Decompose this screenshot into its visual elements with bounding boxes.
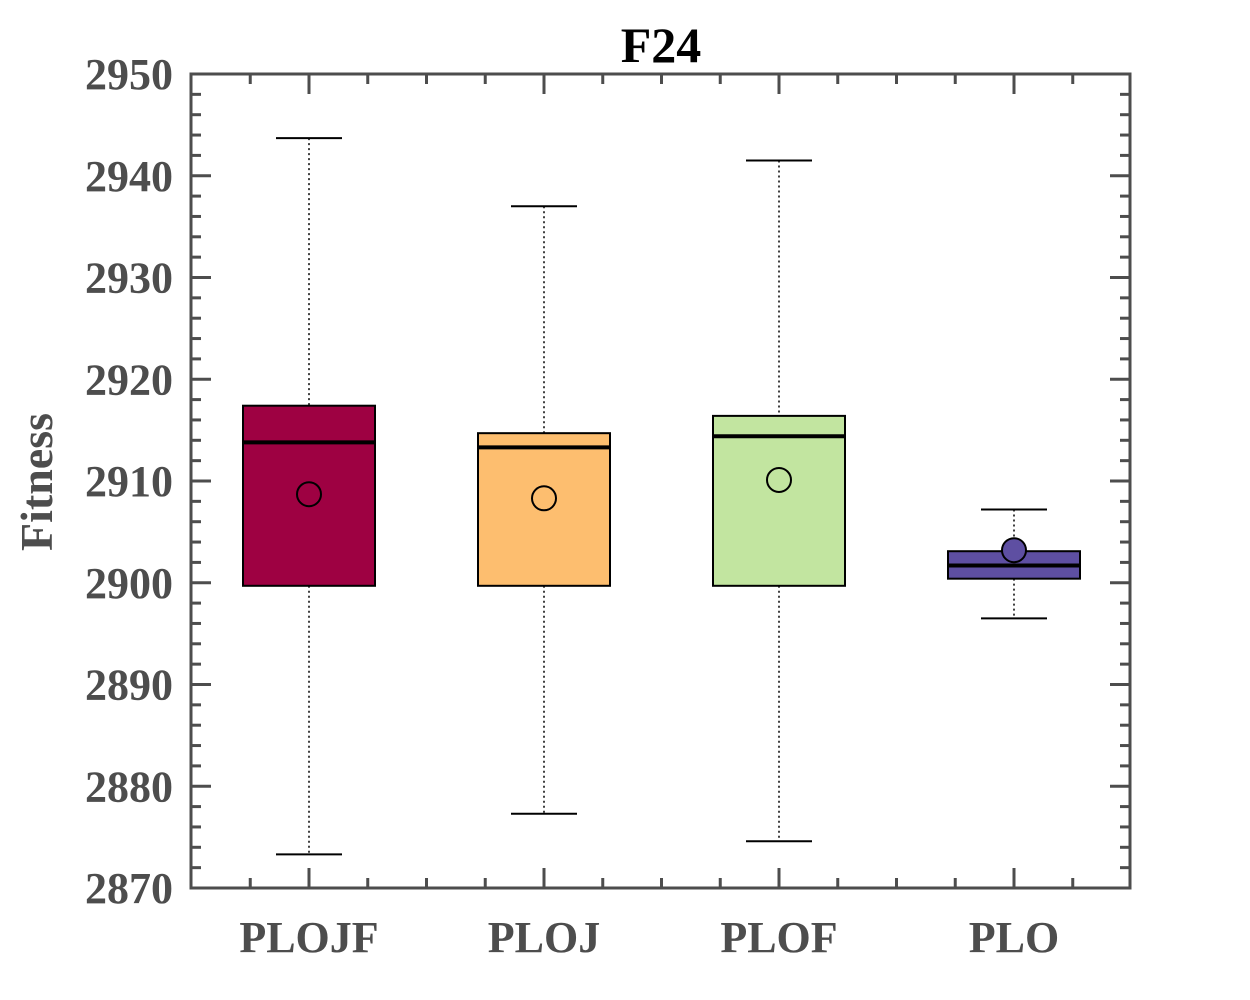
y-tick-label: 2920: [85, 355, 173, 404]
box-plojf: [242, 137, 376, 856]
y-tick-label: 2940: [85, 152, 173, 201]
x-tick-label: PLOF: [720, 913, 837, 962]
x-tick-label: PLOJF: [239, 913, 378, 962]
boxes: [242, 137, 1081, 856]
y-tick-label: 2870: [85, 864, 173, 913]
mean-marker: [1001, 537, 1027, 564]
x-tick-labels: PLOJF PLOJ PLOF PLO: [239, 913, 1059, 962]
y-tick-label: 2890: [85, 661, 173, 710]
mean-marker: [296, 481, 322, 508]
y-tick-label: 2880: [85, 762, 173, 811]
mean-marker: [531, 485, 557, 512]
x-tick-label: PLO: [969, 913, 1059, 962]
box-plof: [712, 159, 846, 843]
y-tick-label: 2900: [85, 559, 173, 608]
y-tick-label: 2950: [85, 50, 173, 99]
box-ploj: [477, 205, 611, 815]
y-axis-label: Fitness: [11, 413, 62, 551]
x-tick-label: PLOJ: [488, 913, 600, 962]
y-tick-label: 2910: [85, 457, 173, 506]
y-tick-labels: 2870 2880 2890 2900 2910 2920 2930 2940 2950: [85, 50, 173, 913]
mean-marker: [766, 466, 792, 493]
y-tick-label: 2930: [85, 254, 173, 303]
plot-frame: [189, 72, 1132, 890]
iqr-box: [712, 414, 846, 587]
minor-ticks: [191, 74, 1130, 888]
box-plo: [947, 508, 1081, 620]
chart-title: F24: [621, 17, 702, 73]
